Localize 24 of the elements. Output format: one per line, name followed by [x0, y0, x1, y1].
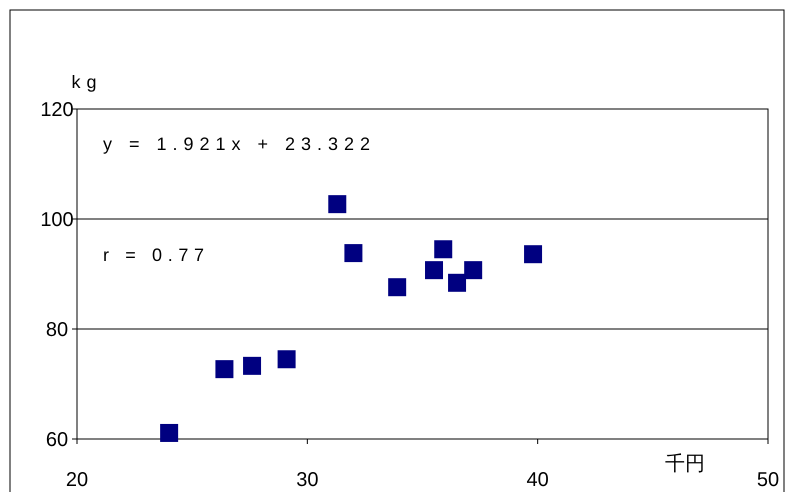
- point: [388, 278, 406, 296]
- point: [344, 244, 362, 262]
- x-tick-label: 30: [296, 469, 318, 491]
- x-tick-label: 40: [526, 469, 549, 491]
- x-axis-title: 千円: [665, 453, 705, 475]
- point: [448, 274, 466, 292]
- annotation: y = 1.921x + 23.322: [103, 134, 373, 154]
- y-tick-label: 120: [40, 99, 74, 121]
- x-tick-label: 50: [756, 469, 780, 491]
- point: [464, 261, 482, 280]
- point: [278, 350, 296, 368]
- y-tick-label: 60: [46, 429, 68, 451]
- point: [524, 245, 542, 264]
- point: [215, 360, 234, 378]
- point: [243, 356, 262, 375]
- point: [425, 261, 444, 280]
- y-tick-label: 80: [46, 319, 68, 341]
- y-axis-title: kg: [71, 72, 103, 92]
- point: [328, 195, 346, 214]
- x-tick-label: 20: [66, 469, 88, 491]
- point: [434, 240, 452, 258]
- y-tick-label: 100: [40, 209, 74, 231]
- annotation: r = 0.77: [103, 245, 207, 265]
- point: [160, 424, 178, 442]
